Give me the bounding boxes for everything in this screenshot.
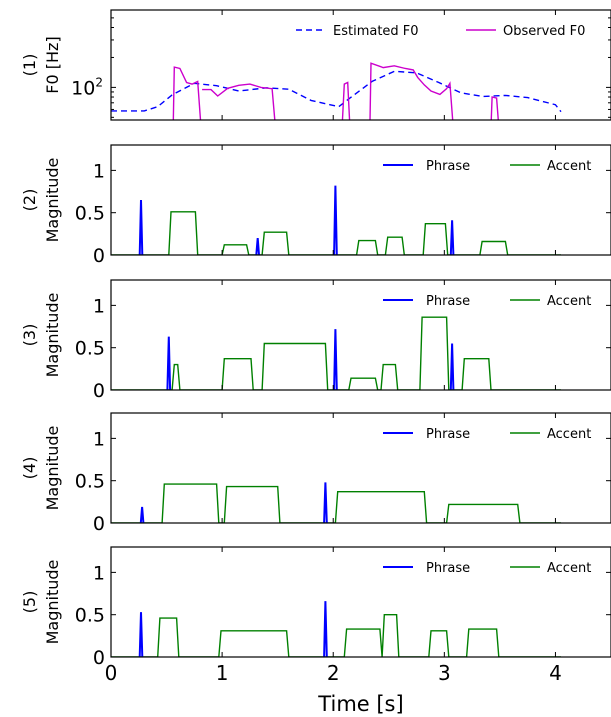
- axes-frame: [110, 279, 611, 391]
- data-layer: [111, 62, 562, 120]
- y-axis-label-line: Magnitude: [43, 293, 62, 378]
- legend-label-accent: Accent: [547, 561, 591, 576]
- axes-frame: [110, 9, 611, 121]
- y-axis-label: (1) F0 [Hz]: [20, 36, 62, 93]
- y-axis-label: (5) Magnitude: [20, 560, 62, 645]
- phrase-impulse: [138, 612, 144, 657]
- panel-p1: 102 (1) F0 [Hz] Estimated F0 Observed F0: [20, 9, 611, 121]
- phrase-impulse: [449, 220, 455, 255]
- phrase-impulse: [138, 199, 144, 255]
- y-axis-label-line: (3): [20, 324, 39, 347]
- x-axis-label: Time [s]: [317, 692, 403, 716]
- x-tick-label: 3: [438, 661, 451, 685]
- y-tick-label: 0: [93, 245, 105, 267]
- observed-f0-line: [490, 96, 499, 120]
- data-layer: [111, 185, 561, 255]
- data-layer: [111, 316, 561, 390]
- y-axis-label-line: Magnitude: [43, 426, 62, 511]
- y-tick-exponent: 2: [95, 75, 103, 89]
- panel-p2: 0 0.5 1 (2) Magnitude Phrase Accent: [20, 144, 611, 267]
- observed-f0-line: [341, 81, 351, 120]
- panel-p3: 0 0.5 1 (3) Magnitude Phrase Accent: [20, 279, 611, 402]
- observed-f0-line: [202, 83, 276, 120]
- axes-frame: [110, 412, 611, 524]
- phrase-impulse: [449, 343, 455, 390]
- y-tick-label: 1: [93, 562, 105, 584]
- x-tick-label: 2: [327, 661, 340, 685]
- y-axis-label: (3) Magnitude: [20, 293, 62, 378]
- y-tick-label: 0: [93, 513, 105, 535]
- phrase-impulse: [333, 329, 338, 390]
- data-layer: [111, 601, 561, 657]
- y-tick-label: 102: [71, 75, 103, 99]
- x-tick-label: 4: [549, 661, 562, 685]
- data-layer: [111, 482, 561, 523]
- axes-frame: [110, 546, 611, 658]
- legend-label-estimated: Estimated F0: [333, 24, 419, 39]
- y-axis-label-line: (4): [20, 457, 39, 480]
- y-tick-label: 1: [93, 428, 105, 450]
- legend-label-phrase: Phrase: [426, 159, 470, 174]
- y-axis-label-line: Magnitude: [43, 158, 62, 243]
- legend-label-phrase: Phrase: [426, 561, 470, 576]
- phrase-impulse: [139, 506, 145, 523]
- y-tick-base: 10: [71, 77, 95, 99]
- y-tick-label: 0: [93, 380, 105, 402]
- y-tick-label: 0.5: [75, 471, 105, 493]
- accent-command-line: [111, 211, 561, 255]
- axes-frame: [110, 144, 611, 256]
- y-axis-label: (2) Magnitude: [20, 158, 62, 243]
- y-axis-label-line: Magnitude: [43, 560, 62, 645]
- observed-f0-line: [369, 62, 454, 120]
- y-tick-label: 0.5: [75, 338, 105, 360]
- y-axis-label-line: F0 [Hz]: [43, 36, 62, 93]
- phrase-impulse: [323, 601, 328, 657]
- y-axis-label-line: (5): [20, 591, 39, 614]
- legend-label-phrase: Phrase: [426, 427, 470, 442]
- x-tick-label: 0: [105, 661, 118, 685]
- phrase-impulse: [255, 238, 260, 255]
- legend-label-accent: Accent: [547, 159, 591, 174]
- legend-label-phrase: Phrase: [426, 294, 470, 309]
- x-tick-label: 1: [216, 661, 229, 685]
- y-tick-label: 0: [93, 647, 105, 669]
- panel-p4: 0 0.5 1 (4) Magnitude Phrase Accent: [20, 412, 611, 535]
- accent-command-line: [111, 316, 561, 390]
- estimated-f0-line: [111, 70, 562, 113]
- panel-p5: 0 0.5 1 0 1 2 3 4 (5) Magnitude Phrase Accent: [20, 546, 611, 685]
- y-tick-label: 0.5: [75, 203, 105, 225]
- legend-label-accent: Accent: [547, 427, 591, 442]
- phrase-impulse: [166, 336, 172, 390]
- y-tick-label: 1: [93, 295, 105, 317]
- y-axis-label-line: (2): [20, 189, 39, 212]
- observed-f0-line: [172, 66, 202, 120]
- y-tick-label: 1: [93, 160, 105, 182]
- legend-label-accent: Accent: [547, 294, 591, 309]
- legend-label-observed: Observed F0: [503, 24, 585, 39]
- accent-command-line: [111, 483, 561, 523]
- accent-command-line: [111, 614, 561, 657]
- phrase-impulse: [333, 185, 338, 255]
- y-tick-label: 0.5: [75, 605, 105, 627]
- y-axis-label-line: (1): [20, 54, 39, 77]
- y-axis-label: (4) Magnitude: [20, 426, 62, 511]
- phrase-impulse: [323, 482, 328, 523]
